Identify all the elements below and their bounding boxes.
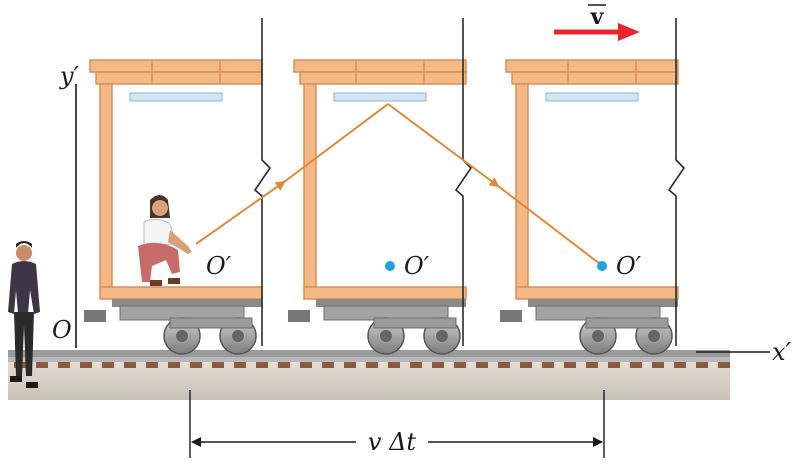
origin-frame-1-label: O′ [206,252,232,280]
railroad-tie [388,362,400,368]
railroad-tie [542,362,554,368]
velocity-vector-label: v [590,4,605,30]
y-prime-axis-label: y′ [59,62,80,90]
origin-dot-3 [597,261,607,271]
origin-frame-3-label: O′ [616,252,642,280]
ground [8,362,730,400]
railroad-tie [278,362,290,368]
origin-ground-label: O [52,316,72,344]
railroad-tie [564,362,576,368]
light-path [195,103,601,265]
standing-person-icon [8,241,40,388]
railroad-tie [256,362,268,368]
railroad-ties [14,362,730,368]
railroad-tie [234,362,246,368]
railroad-tie [300,362,312,368]
railroad-tie [344,362,356,368]
railroad-tie [322,362,334,368]
velocity-arrow [554,23,640,41]
railroad-tie [146,362,158,368]
railroad-tie [498,362,510,368]
railroad-tie [212,362,224,368]
railroad-tie [102,362,114,368]
origin-frame-2-label: O′ [404,252,430,280]
origin-dot-2 [385,261,395,271]
crouching-person-icon [138,195,192,286]
railroad-tie [58,362,70,368]
railroad-tie [476,362,488,368]
railroad-tie [652,362,664,368]
railroad-tie [630,362,642,368]
railroad-tie [674,362,686,368]
railroad-tie [520,362,532,368]
section-break-lines [253,18,686,346]
railroad-tie [432,362,444,368]
railroad-tie [696,362,708,368]
railroad-tie [80,362,92,368]
railroad-tie [168,362,180,368]
railroad-tie [718,362,730,368]
railroad-tie [586,362,598,368]
railroad-tie [190,362,202,368]
railroad-tie [410,362,422,368]
railroad-tie [36,362,48,368]
railroad-tie [366,362,378,368]
railroad-tie [608,362,620,368]
displacement-label: v Δt [368,428,417,456]
railroad-track [8,350,730,362]
railroad-tie [124,362,136,368]
x-prime-axis-label: x′ [772,338,792,366]
railcar-position-2 [287,59,467,355]
railcar-position-1 [83,59,263,355]
railroad-tie [454,362,466,368]
